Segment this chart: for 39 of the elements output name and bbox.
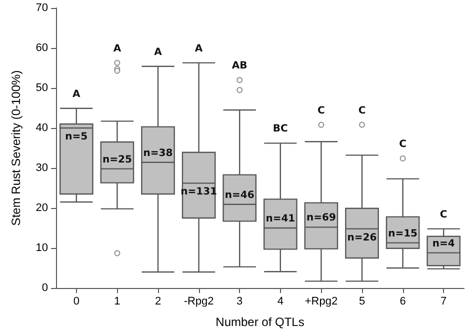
y-tick-label: 70 [36,2,48,14]
x-tick-label: 4 [277,296,284,308]
x-tick-label: 1 [114,296,120,308]
annotation: n=38 [143,148,173,159]
annotation: AB [232,60,248,72]
y-tick-label: 20 [36,202,48,214]
annotation: n=15 [388,228,418,240]
y-tick-label: 0 [42,282,48,294]
annotation: C [318,105,325,116]
annotation: A [113,43,122,54]
y-tick-label: 40 [36,122,48,134]
x-tick-label: 0 [73,296,80,308]
x-tick-label: 5 [358,296,366,308]
annotation: n=4 [432,238,455,250]
annotation: n=69 [306,212,336,224]
y-tick-label: 30 [36,162,48,174]
annotation: n=41 [266,214,296,224]
annotation: n=26 [347,232,377,244]
annotation: n=5 [65,132,88,142]
y-tick-label: 10 [36,242,48,254]
x-axis-title: Number of QTLs [216,315,304,329]
x-tick-label: 3 [236,296,243,308]
y-tick-label: 60 [36,42,48,54]
x-tick-label: 2 [154,296,162,308]
annotation: C [399,138,406,150]
annotation: A [194,43,203,54]
y-tick-label: 50 [36,82,48,94]
annotation: n=46 [224,190,254,201]
x-tick-label: 6 [400,296,406,308]
annotation: A [72,88,81,100]
y-axis-title: Stem Rust Severity (0-100%) [9,70,23,226]
annotation: BC [272,124,288,135]
x-tick-label: 7 [440,296,447,308]
annotation: C [440,209,448,220]
annotation: C [358,105,366,116]
x-tick-label: -Rpg2 [184,296,214,308]
annotation: n=25 [102,154,132,166]
annotation: A [154,46,162,58]
x-tick-label: +Rpg2 [304,296,338,308]
